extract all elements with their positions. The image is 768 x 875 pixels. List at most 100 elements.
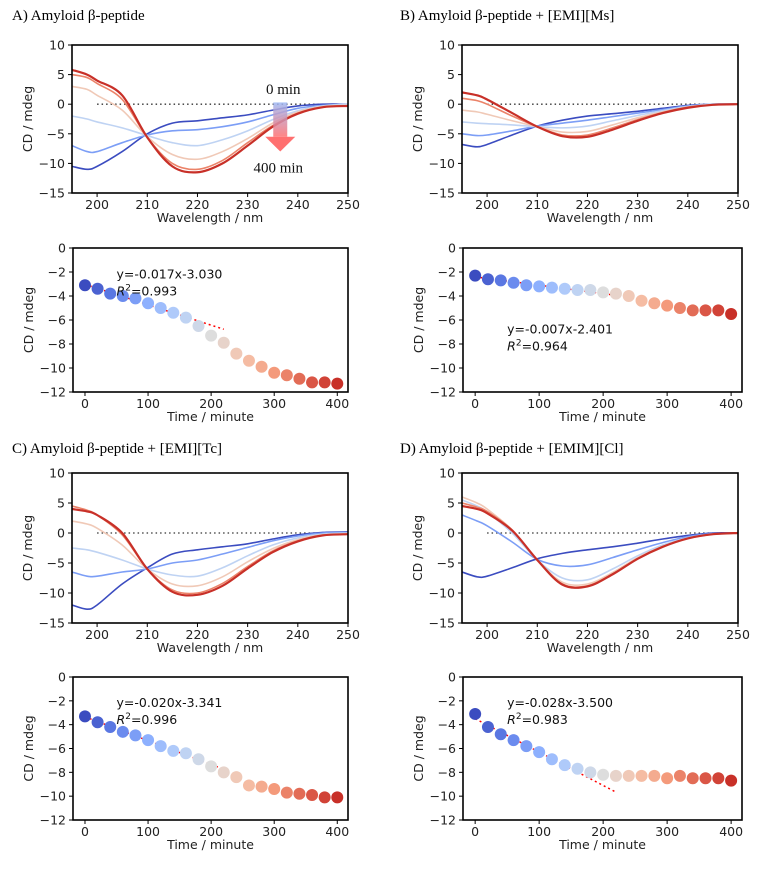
x-axis-label: Time / minute [558,837,646,852]
x-tick-label: 0 [471,824,479,839]
data-point-340min [293,372,306,385]
data-point-140min [558,282,571,295]
data-point-160min [571,762,584,775]
x-tick-label: 200 [199,396,223,411]
r-squared: R2=0.983 [507,712,568,727]
data-point-280min [255,780,268,793]
x-tick-label: 400 [325,824,349,839]
y-tick-label: −4 [438,289,456,304]
r-symbol: R [117,283,126,298]
x-axis-label: Wavelength / nm [547,640,653,655]
x-tick-label: 200 [85,197,109,212]
data-point-240min [230,347,243,360]
data-point-280min [648,769,661,782]
data-point-100min [142,297,155,310]
r-squared-value: =0.983 [522,712,568,727]
data-point-120min [545,281,558,294]
data-point-200min [597,768,610,781]
y-tick-label: 10 [49,38,65,53]
r-superscript: 2 [516,339,522,349]
y-tick-label: 0 [57,97,65,112]
data-point-240min [230,771,243,784]
data-point-60min [116,290,129,302]
spectrum-curve-240min [72,85,348,161]
y-tick-label: 0 [58,670,66,685]
x-tick-label: 300 [262,824,286,839]
x-tick-label: 230 [626,627,650,642]
panel-title: C) Amyloid β-peptide + [EMI][Tc] [12,441,222,457]
x-tick-label: 0 [471,396,479,411]
y-tick-label: 5 [447,67,455,82]
spectrum-panel-4: C) Amyloid β-peptide + [EMI][Tc] 200 210 22… [12,441,360,655]
kinetics-panel-7: 0 100 200 300 400 0 −2 −4 −6 −8 −10 −12 Time / minut… [411,670,743,853]
spectrum-curve-400min [72,68,348,174]
x-tick-label: 240 [676,197,700,212]
spectrum-curve-160min [462,499,738,582]
data-point-60min [116,725,129,738]
y-tick-label: −6 [48,313,66,328]
data-point-400min [331,377,344,390]
x-tick-label: 200 [591,824,615,839]
axes-frame [72,247,349,393]
spectrum-curve-0min [72,103,348,171]
data-point-120min [154,302,167,314]
data-point-20min [481,721,494,734]
spectrum-panel-2: B) Amyloid β-peptide + [EMI][Ms] 200 210 22… [400,8,750,225]
y-tick-label: −10 [429,586,455,601]
plot-area [72,68,348,174]
data-point-320min [673,769,686,782]
y-tick-label: −10 [39,156,65,171]
r-symbol: R [507,712,516,727]
y-tick-label: −6 [438,741,456,756]
x-tick-label: 100 [136,824,160,839]
data-point-380min [318,376,331,389]
data-point-320min [673,302,686,314]
panel-title: A) Amyloid β-peptide [12,8,145,24]
data-point-60min [507,276,520,289]
y-tick-label: 10 [439,38,455,53]
spectrum-curve-160min [72,532,348,578]
data-point-260min [635,294,648,307]
x-tick-label: 210 [525,197,549,212]
x-axis-label: Wavelength / nm [157,210,263,225]
x-tick-label: 200 [475,627,499,642]
time-start-label: 0 min [266,82,301,98]
axes-frame [71,44,349,194]
y-tick-label: −8 [438,337,456,352]
data-point-40min [494,274,507,287]
x-tick-label: 250 [726,197,750,212]
x-tick-label: 230 [626,197,650,212]
y-axis-label: CD / mdeg [20,86,35,152]
kinetics-panel-5: 0 100 200 300 400 0 −2 −4 −6 −8 −10 −12 Time / minut… [21,670,349,853]
spectrum-curve-400min [462,504,738,589]
y-tick-label: −5 [47,126,65,141]
data-point-320min [280,369,293,382]
data-point-340min [686,772,699,785]
kinetics-panel-1: 0 100 200 300 400 0 −2 −4 −6 −8 −10 −12 Time / minut… [21,241,349,425]
data-point-120min [154,740,167,753]
r-squared: R2=0.996 [117,712,178,727]
time-end-label: 400 min [253,160,303,176]
y-axis-label: CD / mdeg [20,515,35,581]
spectrum-curve-320min [72,505,348,595]
axes-frame [462,676,743,821]
data-point-20min [91,282,104,295]
spectrum-curve-80min [72,103,348,154]
x-axis-label: Wavelength / nm [547,210,653,225]
data-point-80min [520,740,533,753]
x-tick-label: 400 [325,396,349,411]
time-arrow-head-icon [265,136,296,152]
plot-area [462,496,738,589]
spectrum-curve-240min [72,520,348,588]
y-tick-label: 10 [49,466,65,481]
data-point-220min [217,336,230,349]
r-symbol: R [117,712,126,727]
y-axis-label: CD / mdeg [410,86,425,152]
spectrum-curve-160min [72,103,348,147]
r-squared-value: =0.993 [131,283,177,298]
y-tick-label: −5 [437,126,455,141]
data-point-260min [635,769,648,782]
data-point-100min [142,734,155,747]
x-tick-label: 200 [591,396,615,411]
data-point-240min [622,290,635,302]
